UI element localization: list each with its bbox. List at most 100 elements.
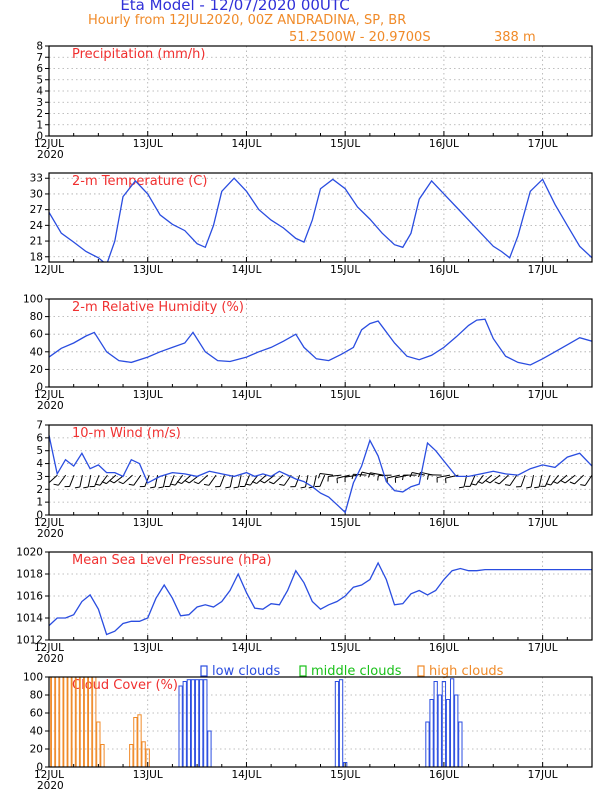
y-tick-label: 1 xyxy=(36,497,43,509)
cloud-bar xyxy=(178,685,183,767)
cloud-bar xyxy=(137,714,142,767)
y-tick-label: 3 xyxy=(36,471,43,483)
wind-barb-flag xyxy=(251,481,257,485)
wind-barb xyxy=(584,474,592,486)
x-tick-label: 17JUL xyxy=(528,264,558,276)
wind-barb xyxy=(244,474,250,487)
wind-barb-flag xyxy=(560,480,566,484)
wind-barb xyxy=(475,474,484,486)
wind-barb xyxy=(122,474,133,485)
wind-barb-flag xyxy=(494,481,500,485)
cloud-bar xyxy=(199,679,204,767)
wind-barb-flag xyxy=(95,483,101,486)
cloud-bar xyxy=(429,699,434,767)
x-tick-label: 14JUL xyxy=(231,264,261,276)
wind-barb-flag xyxy=(225,486,231,489)
chart-title: Eta Model - 12/07/2020 00UTC xyxy=(120,0,349,14)
panel-title: 2-m Temperature (C) xyxy=(72,174,207,189)
wind-barb-flag xyxy=(184,480,190,484)
legend-swatch xyxy=(299,665,307,677)
x-tick-label: 14JUL xyxy=(231,642,261,654)
wind-barb xyxy=(469,474,476,487)
cloud-bar xyxy=(129,744,134,767)
wind-barb-flag xyxy=(170,483,176,486)
y-tick-label: 20 xyxy=(30,364,43,376)
wind-barb-flag xyxy=(409,472,413,478)
wind-barb-flag xyxy=(569,481,575,485)
x-tick-label: 12JUL xyxy=(34,517,64,529)
y-tick-label: 7 xyxy=(36,52,43,64)
wind-barb-flag xyxy=(118,481,124,485)
wind-barb-flag xyxy=(43,482,48,484)
panel-series xyxy=(49,561,592,636)
x-tick-label: 13JUL xyxy=(133,138,163,150)
y-tick-label: 30 xyxy=(30,188,43,200)
panel-series xyxy=(49,318,592,366)
x-tick-label: 17JUL xyxy=(528,517,558,529)
panel-cloud-cover: 0 20 40 60 80 100 12JUL 13JUL 14JUL 15JUL 16JUL 17J… xyxy=(23,664,593,792)
wind-barb xyxy=(509,474,518,486)
y-tick-label: 5 xyxy=(36,445,43,457)
wind-barb-flag xyxy=(477,480,483,484)
wind-barb xyxy=(99,474,108,486)
cloud-bar xyxy=(145,748,150,767)
wind-barb-flag xyxy=(158,486,164,489)
panel-frame xyxy=(48,298,593,388)
y-tick-label: 40 xyxy=(30,726,43,738)
location-elevation: 388 m xyxy=(494,30,536,45)
wind-barb xyxy=(353,473,367,476)
wind-barb xyxy=(557,474,568,484)
cloud-bar xyxy=(334,681,340,767)
cloud-bar xyxy=(59,677,64,767)
x-tick-label: 14JUL xyxy=(231,769,261,781)
x-tick-label: 13JUL xyxy=(133,264,163,276)
wind-barb-flag xyxy=(279,483,285,486)
y-tick-label: 100 xyxy=(23,294,43,306)
wind-barb-flag xyxy=(83,486,89,489)
wind-barb xyxy=(219,474,225,487)
wind-barb xyxy=(550,474,559,486)
x-tick-label: 17JUL xyxy=(528,138,558,150)
location-coordinates: 51.2500W - 20.9700S xyxy=(289,30,431,45)
wind-barb-flag xyxy=(268,481,274,485)
wind-barb-flag xyxy=(193,481,199,485)
x-year-label: 2020 xyxy=(37,528,64,540)
y-tick-label: 0 xyxy=(36,762,43,774)
panel-frame xyxy=(48,424,593,516)
wind-barb xyxy=(386,474,400,479)
x-tick-label: 12JUL xyxy=(34,389,64,401)
cloud-bar xyxy=(437,694,442,767)
wind-barb-flag xyxy=(458,486,465,489)
wind-barb xyxy=(208,474,217,486)
x-tick-label: 13JUL xyxy=(133,769,163,781)
wind-barb-flag xyxy=(526,486,532,489)
cloud-bar xyxy=(186,679,192,767)
wind-barb xyxy=(256,474,267,484)
cloud-bar xyxy=(75,677,80,767)
legend-label: low clouds xyxy=(212,664,281,679)
y-tick-label: 7 xyxy=(36,420,43,432)
x-year-label: 2020 xyxy=(37,653,64,665)
wind-barb xyxy=(313,475,317,488)
cloud-bar xyxy=(207,730,212,767)
wind-barb xyxy=(498,474,509,485)
y-tick-label: 1020 xyxy=(16,547,43,559)
x-tick-label: 14JUL xyxy=(231,389,261,401)
y-tick-label: 27 xyxy=(30,204,43,216)
wind-barb-flag xyxy=(245,483,251,486)
wind-barb xyxy=(564,474,576,484)
y-tick-label: 0 xyxy=(36,382,43,394)
series-line-pressure xyxy=(49,561,592,636)
wind-barb xyxy=(370,472,384,476)
wind-barb xyxy=(87,475,92,488)
y-tick-label: 40 xyxy=(30,346,43,358)
y-tick-label: 0 xyxy=(36,131,43,143)
x-tick-label: 15JUL xyxy=(330,389,360,401)
panel-frame xyxy=(48,172,593,263)
x-tick-label: 15JUL xyxy=(330,264,360,276)
wind-barb-flag xyxy=(109,480,115,484)
wind-barb-flag xyxy=(470,483,476,486)
wind-barb-flag xyxy=(150,486,156,489)
cloud-bar xyxy=(445,699,451,767)
